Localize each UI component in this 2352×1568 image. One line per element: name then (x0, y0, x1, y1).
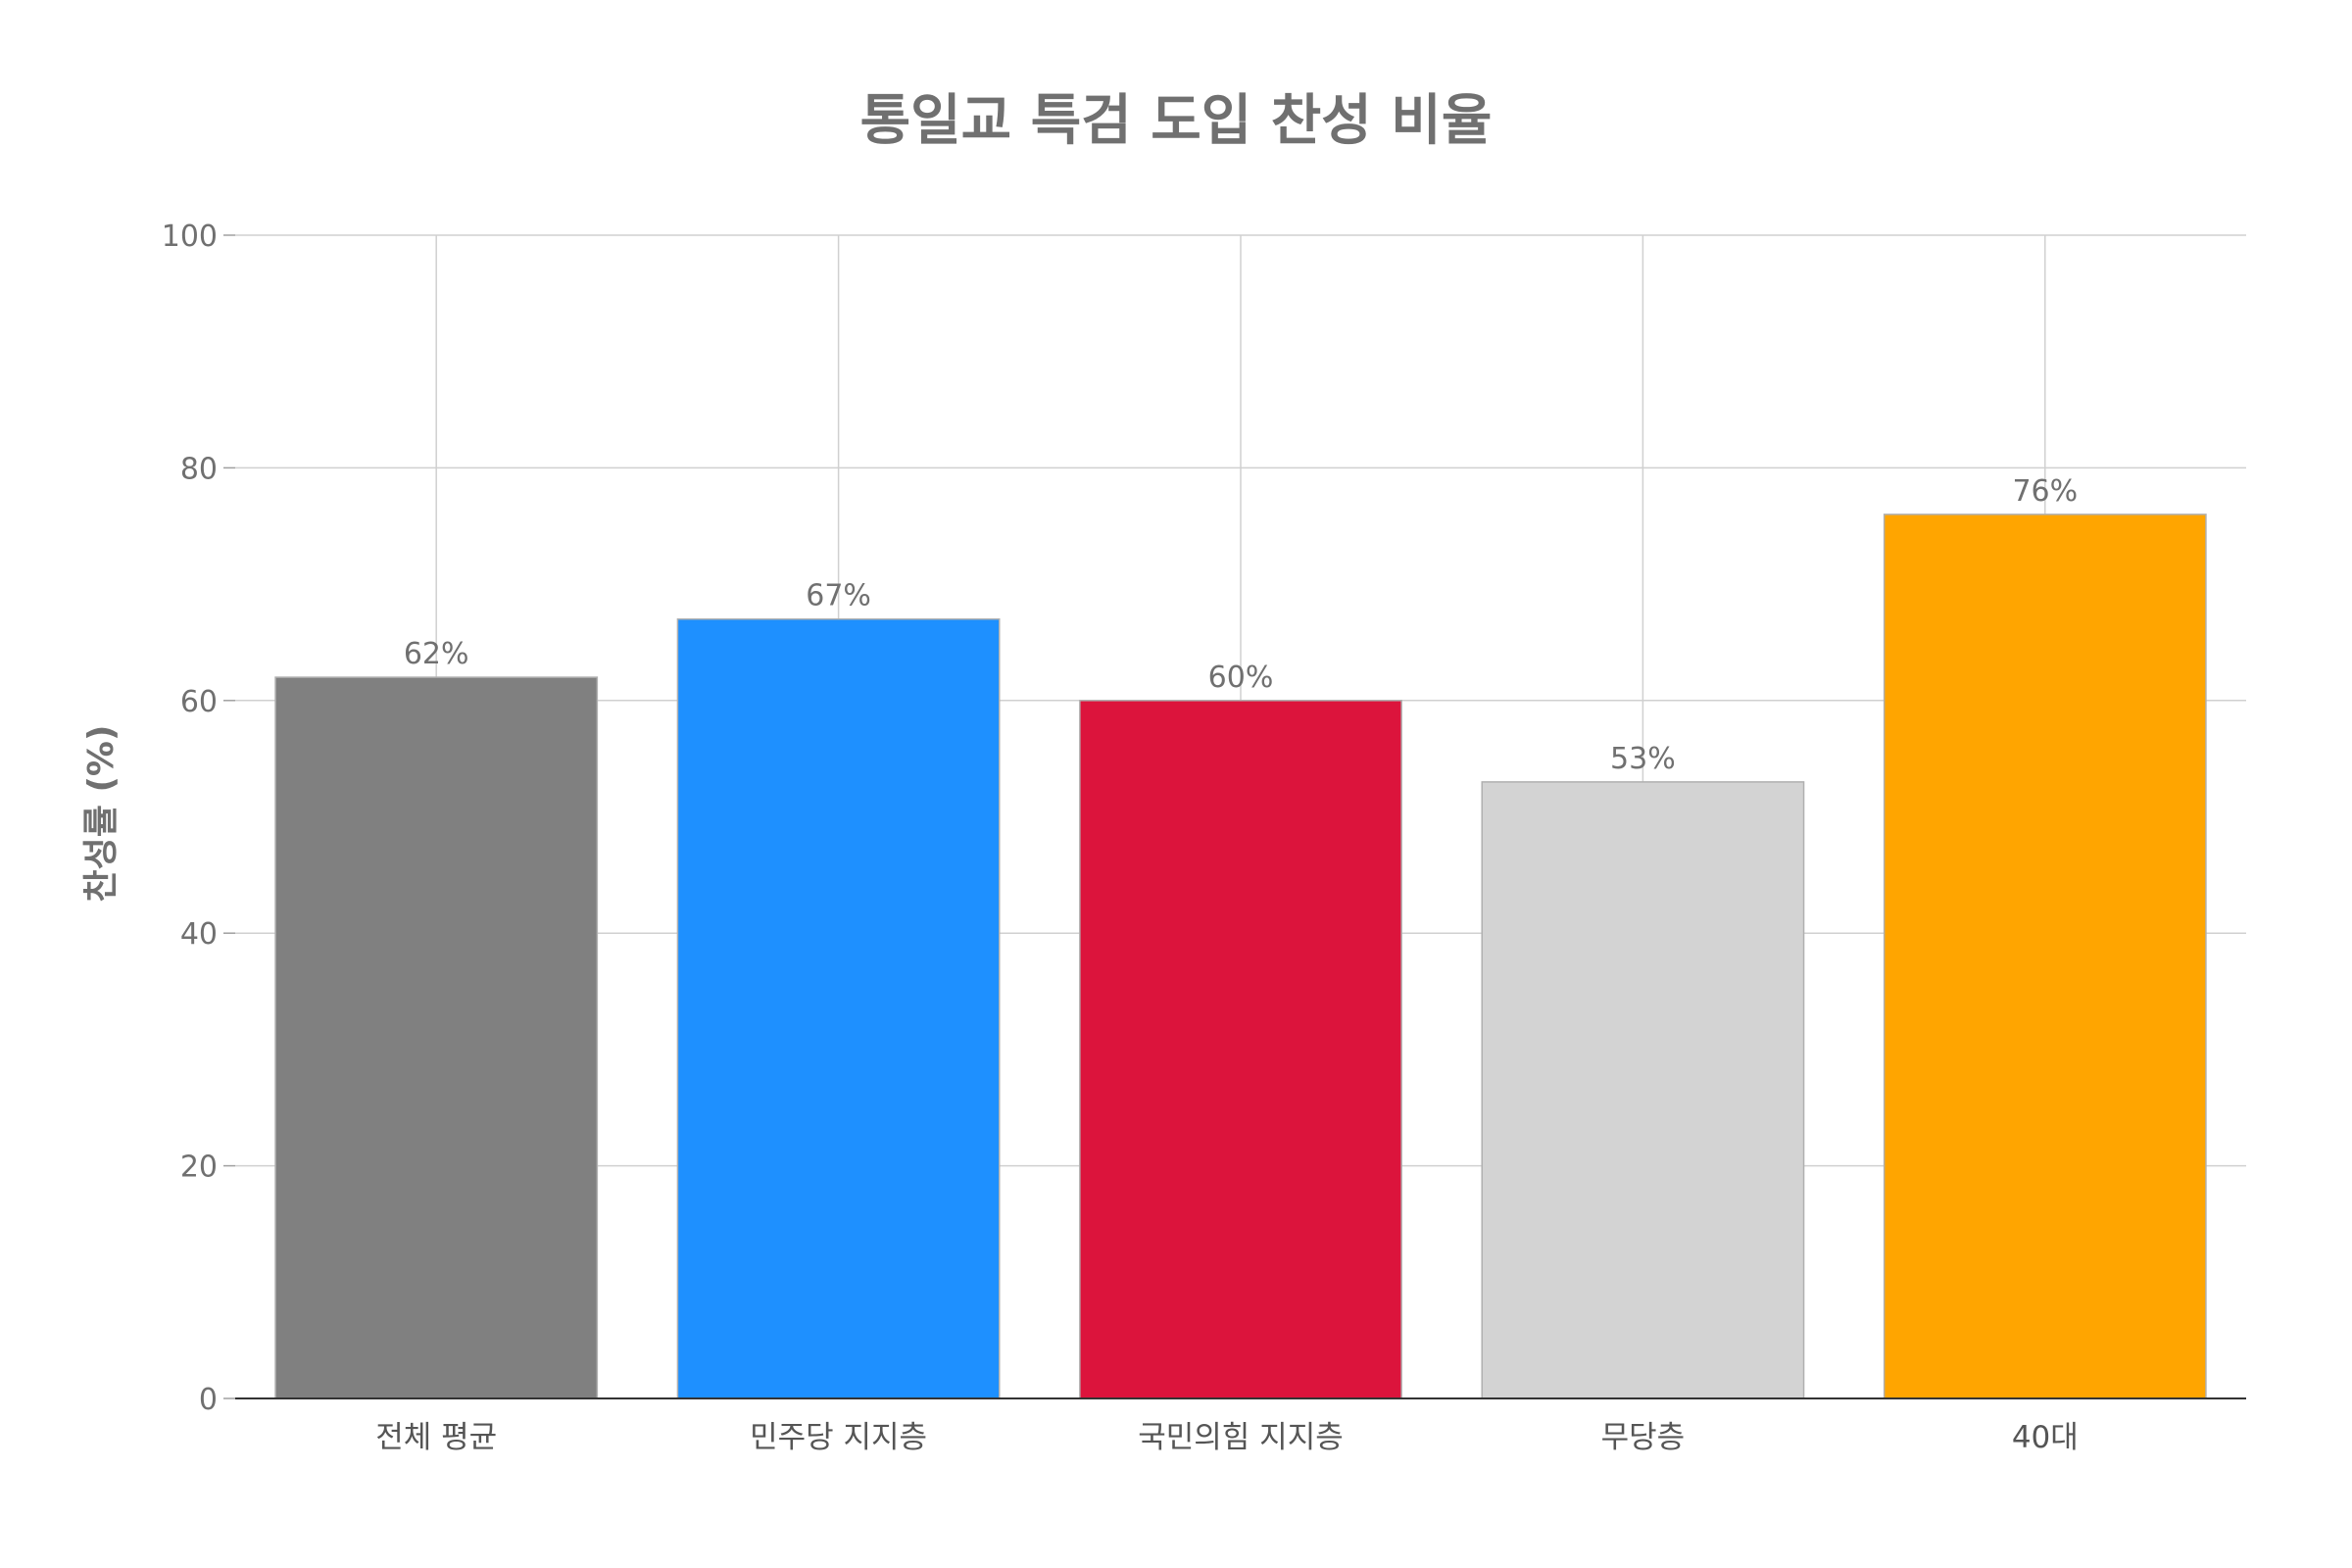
y-tick-label: 80 (180, 452, 218, 486)
x-tick-label: 무당층 (1601, 1420, 1686, 1455)
bar (274, 676, 599, 1399)
y-tick-label: 100 (162, 220, 218, 254)
bar-value-label: 62% (404, 637, 469, 671)
bar-value-label: 53% (1610, 742, 1676, 776)
x-tick-label: 전체 평균 (375, 1420, 497, 1455)
bar (1481, 781, 1805, 1399)
bar (1883, 514, 2207, 1399)
bar-value-label: 76% (2012, 474, 2078, 509)
axes (223, 234, 2246, 1399)
x-tick-label: 40대 (2012, 1420, 2079, 1455)
chart-title: 통일교 특검 도입 찬성 비율 (859, 89, 1493, 153)
labels: 0 20 40 60 80 100 62% 전체 평균 67% 민주당 지지층 60% 국민의힘 지지… (162, 220, 2079, 1455)
y-tick-label: 40 (180, 917, 218, 952)
bar-value-label: 67% (806, 579, 871, 613)
bar (1079, 700, 1402, 1399)
x-tick-label: 민주당 지지층 (750, 1420, 927, 1455)
bars (274, 514, 2207, 1399)
x-tick-label: 국민의힘 지지층 (1138, 1420, 1344, 1455)
y-tick-label: 20 (180, 1151, 218, 1185)
bar (676, 617, 1001, 1399)
bar-value-label: 60% (1208, 661, 1274, 695)
y-tick-label: 60 (180, 685, 218, 719)
y-tick-label: 0 (199, 1383, 218, 1417)
